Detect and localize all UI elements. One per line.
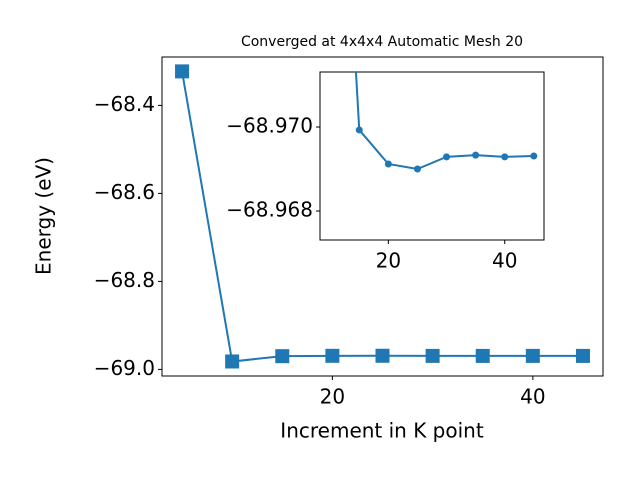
data-point xyxy=(530,152,538,160)
data-point xyxy=(443,153,451,161)
data-point xyxy=(375,348,390,363)
x-tick-label: 20 xyxy=(376,249,401,273)
y-tick-label: −68.8 xyxy=(94,268,155,292)
series-line xyxy=(354,72,534,171)
data-point xyxy=(575,348,590,363)
y-tick-label: −68.6 xyxy=(94,180,155,204)
data-point xyxy=(525,348,540,363)
plot-area xyxy=(354,72,538,173)
data-point xyxy=(275,349,290,364)
data-point xyxy=(355,126,363,134)
data-point xyxy=(175,64,190,79)
data-point xyxy=(425,348,440,363)
y-tick-label: −68.968 xyxy=(226,198,313,222)
chart-title: Converged at 4x4x4 Automatic Mesh 20 xyxy=(241,34,523,50)
plot-frame xyxy=(161,56,604,377)
data-point xyxy=(475,348,490,363)
x-tick-label: 40 xyxy=(492,249,517,273)
x-tick-label: 40 xyxy=(520,385,545,409)
x-axis-label: Increment in K point xyxy=(280,419,484,443)
data-point xyxy=(384,160,392,168)
plot-area xyxy=(175,64,590,369)
y-tick-label: −69.0 xyxy=(94,356,155,380)
plot-frame xyxy=(319,71,545,241)
y-tick-label: −68.4 xyxy=(94,92,155,116)
data-point xyxy=(501,153,509,161)
data-point xyxy=(413,165,421,173)
data-point xyxy=(472,151,480,159)
data-point xyxy=(325,348,340,363)
y-axis-label: Energy (eV) xyxy=(32,157,56,275)
x-tick-label: 20 xyxy=(320,385,345,409)
y-tick-label: −68.970 xyxy=(226,114,313,138)
data-point xyxy=(225,354,240,369)
